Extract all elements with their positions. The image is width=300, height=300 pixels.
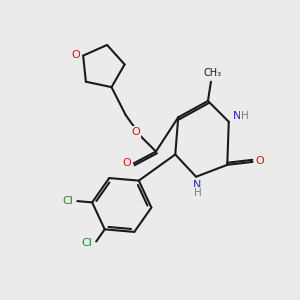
Text: CH₃: CH₃ [203, 68, 221, 78]
Text: H: H [194, 188, 201, 198]
Text: H: H [241, 111, 249, 122]
Text: Cl: Cl [62, 196, 73, 206]
Text: O: O [71, 50, 80, 60]
Text: N: N [194, 180, 202, 190]
Text: O: O [123, 158, 131, 168]
Text: O: O [256, 156, 264, 166]
Text: O: O [131, 127, 140, 137]
Text: N: N [233, 111, 241, 122]
Text: Cl: Cl [82, 238, 93, 248]
